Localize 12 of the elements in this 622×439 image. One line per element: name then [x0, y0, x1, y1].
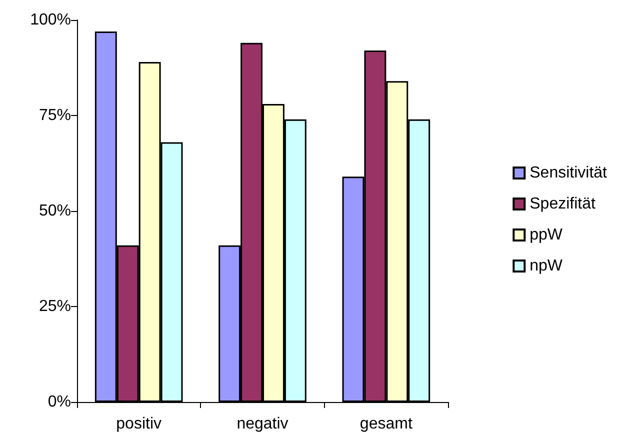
legend-label: ppW [530, 226, 564, 244]
x-tick-label: positiv [116, 416, 162, 432]
y-tick-label: 50% [38, 202, 71, 220]
y-tick-label: 75% [38, 107, 71, 124]
y-tick-label: 25% [38, 298, 71, 315]
y-tick-label: 0% [48, 394, 71, 410]
legend-label: Sensitivität [530, 164, 608, 182]
legend-label: npW [530, 258, 564, 274]
y-tick-label: 100% [30, 12, 71, 28]
legend-label: Spezifität [530, 196, 596, 212]
x-tick-label: negativ [236, 416, 288, 432]
x-tick-label: gesamt [360, 416, 413, 432]
